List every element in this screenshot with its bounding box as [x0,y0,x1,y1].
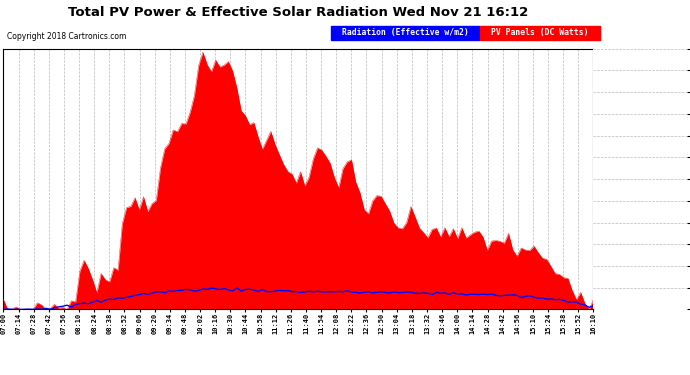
Text: Total PV Power & Effective Solar Radiation Wed Nov 21 16:12: Total PV Power & Effective Solar Radiati… [68,6,529,19]
Text: PV Panels (DC Watts): PV Panels (DC Watts) [491,28,589,37]
Text: Radiation (Effective w/m2): Radiation (Effective w/m2) [342,28,469,37]
Text: Copyright 2018 Cartronics.com: Copyright 2018 Cartronics.com [7,32,126,41]
